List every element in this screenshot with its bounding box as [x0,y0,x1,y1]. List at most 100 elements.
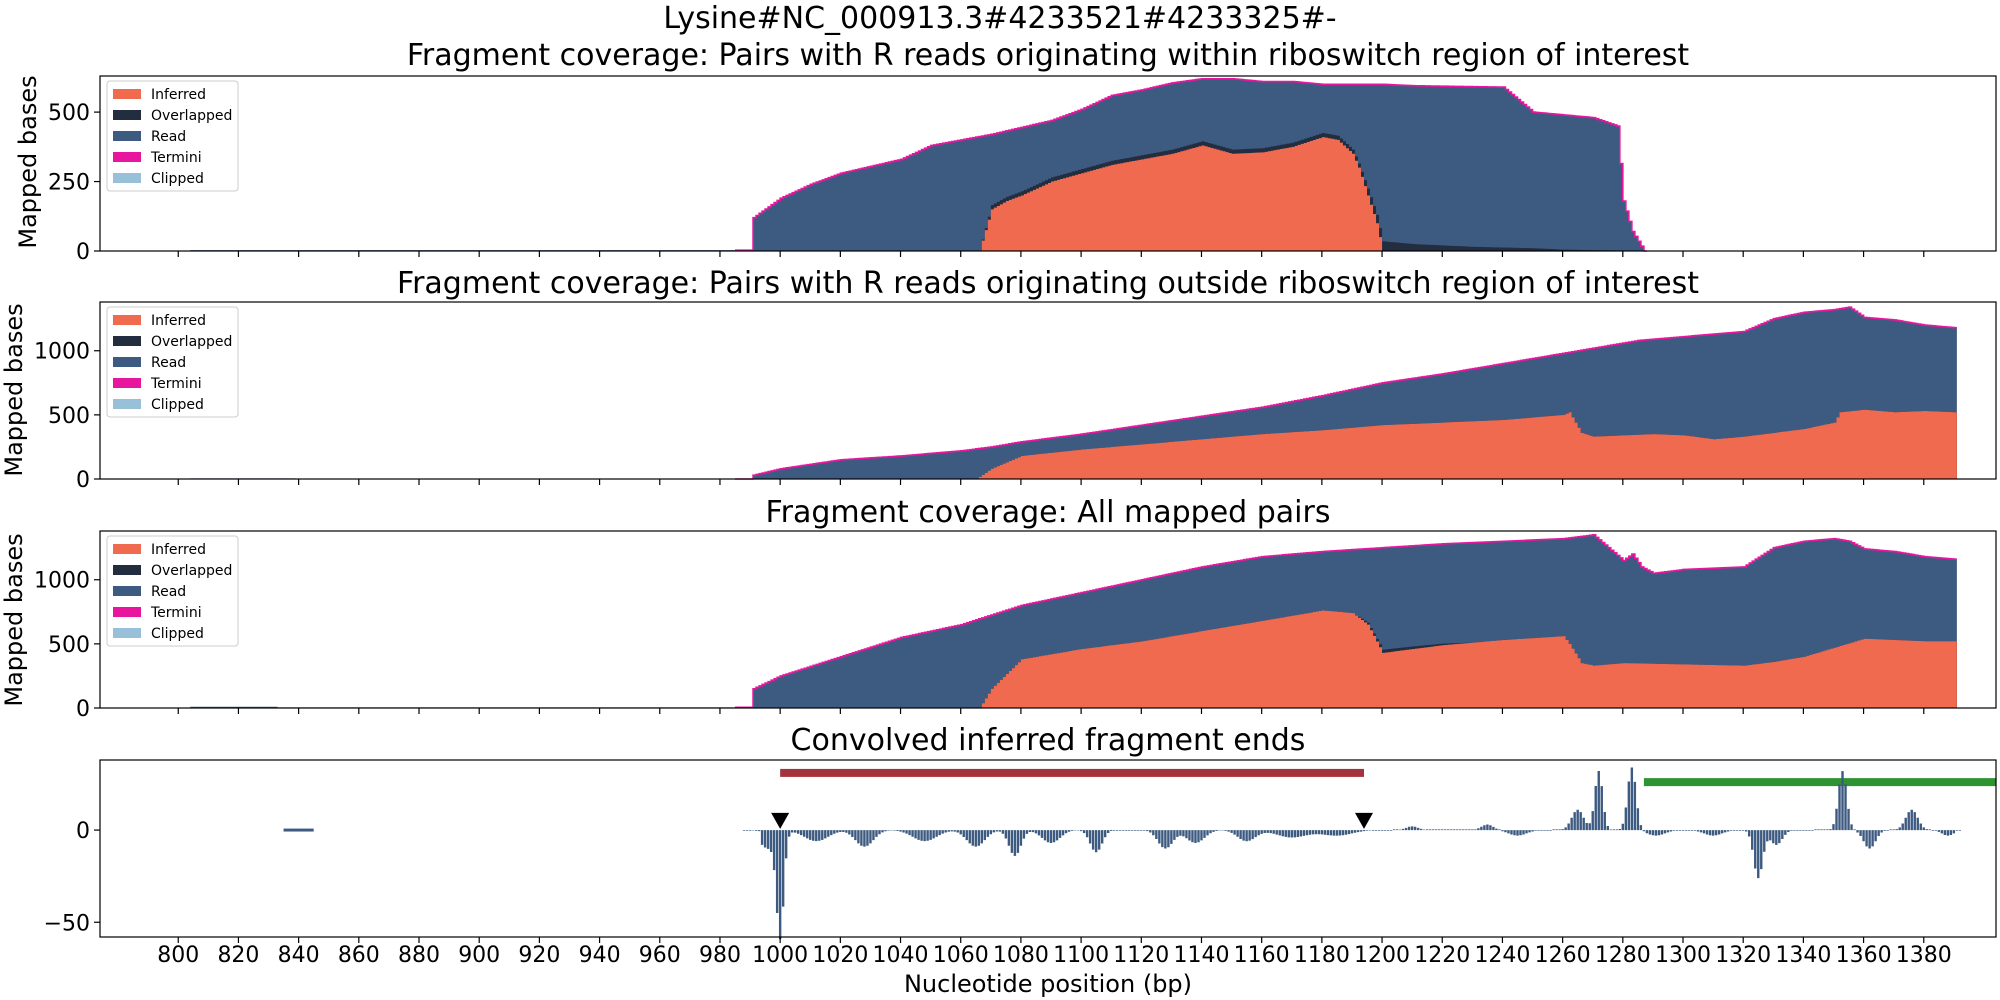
x-tick-label: 860 [338,943,380,968]
legend-label-inferred: Inferred [151,313,206,329]
green-bar [1643,778,1996,787]
x-tick-label: 1260 [1535,943,1591,968]
x-tick-label: 820 [217,943,259,968]
x-tick-label: 1020 [812,943,868,968]
legend-label-termini: Termini [150,376,202,392]
triangle-marker [771,812,790,829]
legend-label-termini: Termini [150,605,202,621]
coverage-within-panel: Fragment coverage: Pairs with R reads or… [14,38,1997,265]
legend-label-overlapped: Overlapped [151,334,232,350]
legend-label-inferred: Inferred [151,542,206,558]
y-tick-label: 500 [48,404,90,429]
legend-swatch-overlapped [113,110,141,120]
legend-label-clipped: Clipped [151,171,204,187]
y-axis-label: Mapped bases [14,75,42,248]
read-area [190,78,1647,252]
coverage-outside-panel: Fragment coverage: Pairs with R reads or… [0,266,1997,493]
legend: Inferred Overlapped Read Termini Clipped [106,535,239,647]
x-tick-label: 800 [157,943,199,968]
panel-title: Convolved inferred fragment ends [791,723,1306,758]
x-tick-label: 1340 [1775,943,1831,968]
y-tick-label: 500 [48,633,90,658]
x-tick-label: 1120 [1113,943,1169,968]
axes-frame [99,759,1997,938]
legend-label-clipped: Clipped [151,626,204,642]
x-tick-label: 1360 [1836,943,1892,968]
inferred-area [190,409,1957,479]
legend-label-read: Read [151,129,186,145]
x-tick-label: 1080 [993,943,1049,968]
legend-swatch-termini [113,152,141,162]
x-tick-label: 1300 [1655,943,1711,968]
y-tick-label: 0 [76,697,90,722]
y-tick-label: −50 [44,911,90,936]
axes-frame [99,75,1997,252]
legend-swatch-overlapped [113,336,141,346]
x-tick-label: 900 [458,943,500,968]
legend-label-read: Read [151,584,186,600]
y-tick-label: 1000 [34,340,90,365]
termini-line [735,306,1957,480]
legend: Inferred Overlapped Read Termini Clipped [106,306,239,418]
y-tick-label: 0 [76,468,90,493]
axes-frame [99,301,1997,480]
axes-frame [99,530,1997,709]
panel-title: Fragment coverage: All mapped pairs [766,495,1331,530]
inferred-area [190,610,1957,708]
legend-swatch-read [113,586,141,596]
legend-swatch-inferred [113,544,141,554]
bar-840 [283,828,314,832]
x-tick-label: 1000 [752,943,808,968]
red-bar [780,768,1364,777]
x-axis: 800 820 840 860 880 900 920 940 960 980 1000 1020 10… [157,943,1952,968]
panel-title: Fragment coverage: Pairs with R reads or… [407,38,1690,73]
x-tick-label: 1220 [1414,943,1470,968]
legend-frame [106,80,239,192]
y-axis-label: Mapped bases [0,303,28,476]
x-tick-label: 1040 [873,943,929,968]
y-tick-label: 500 [48,101,90,126]
legend-label-clipped: Clipped [151,397,204,413]
y-tick-label: 250 [48,171,90,196]
x-tick-label: 840 [278,943,320,968]
convolved-ends-panel: Convolved inferred fragment ends 0 −50 [44,723,1997,943]
inferred-area [190,137,1647,251]
x-tick-label: 1200 [1354,943,1410,968]
y-tick-label: 0 [76,240,90,265]
x-tick-label: 1160 [1234,943,1290,968]
x-tick-label: 1240 [1474,943,1530,968]
x-axis-label: Nucleotide position (bp) [904,970,1192,998]
y-tick-label: 1000 [34,569,90,594]
y-axis-label: Mapped bases [0,533,28,706]
legend-swatch-termini [113,378,141,388]
legend-label-read: Read [151,355,186,371]
x-tick-label: 880 [398,943,440,968]
legend-frame [106,306,239,418]
termini-line [735,77,1647,252]
legend-label-termini: Termini [150,150,202,166]
legend-swatch-overlapped [113,565,141,575]
convolved-bars [742,767,1962,940]
triangle-marker [1355,812,1373,829]
x-tick-label: 1100 [1053,943,1109,968]
x-tick-label: 1140 [1173,943,1229,968]
x-tick-label: 960 [639,943,681,968]
legend-swatch-termini [113,607,141,617]
legend-frame [106,535,239,647]
legend-label-inferred: Inferred [151,87,206,103]
y-tick-label: 0 [76,819,90,844]
legend-swatch-clipped [113,628,141,638]
x-tick-label: 920 [518,943,560,968]
x-tick-label: 1380 [1896,943,1952,968]
legend-swatch-clipped [113,399,141,409]
coverage-all-panel: Fragment coverage: All mapped pairs Mapp… [0,495,1997,722]
legend-swatch-read [113,131,141,141]
legend-swatch-inferred [113,89,141,99]
x-tick-label: 940 [579,943,621,968]
legend-swatch-read [113,357,141,367]
x-tick-label: 1180 [1294,943,1350,968]
legend-label-overlapped: Overlapped [151,563,232,579]
legend-swatch-clipped [113,173,141,183]
figure-suptitle: Lysine#NC_000913.3#4233521#4233325#- [663,1,1336,36]
